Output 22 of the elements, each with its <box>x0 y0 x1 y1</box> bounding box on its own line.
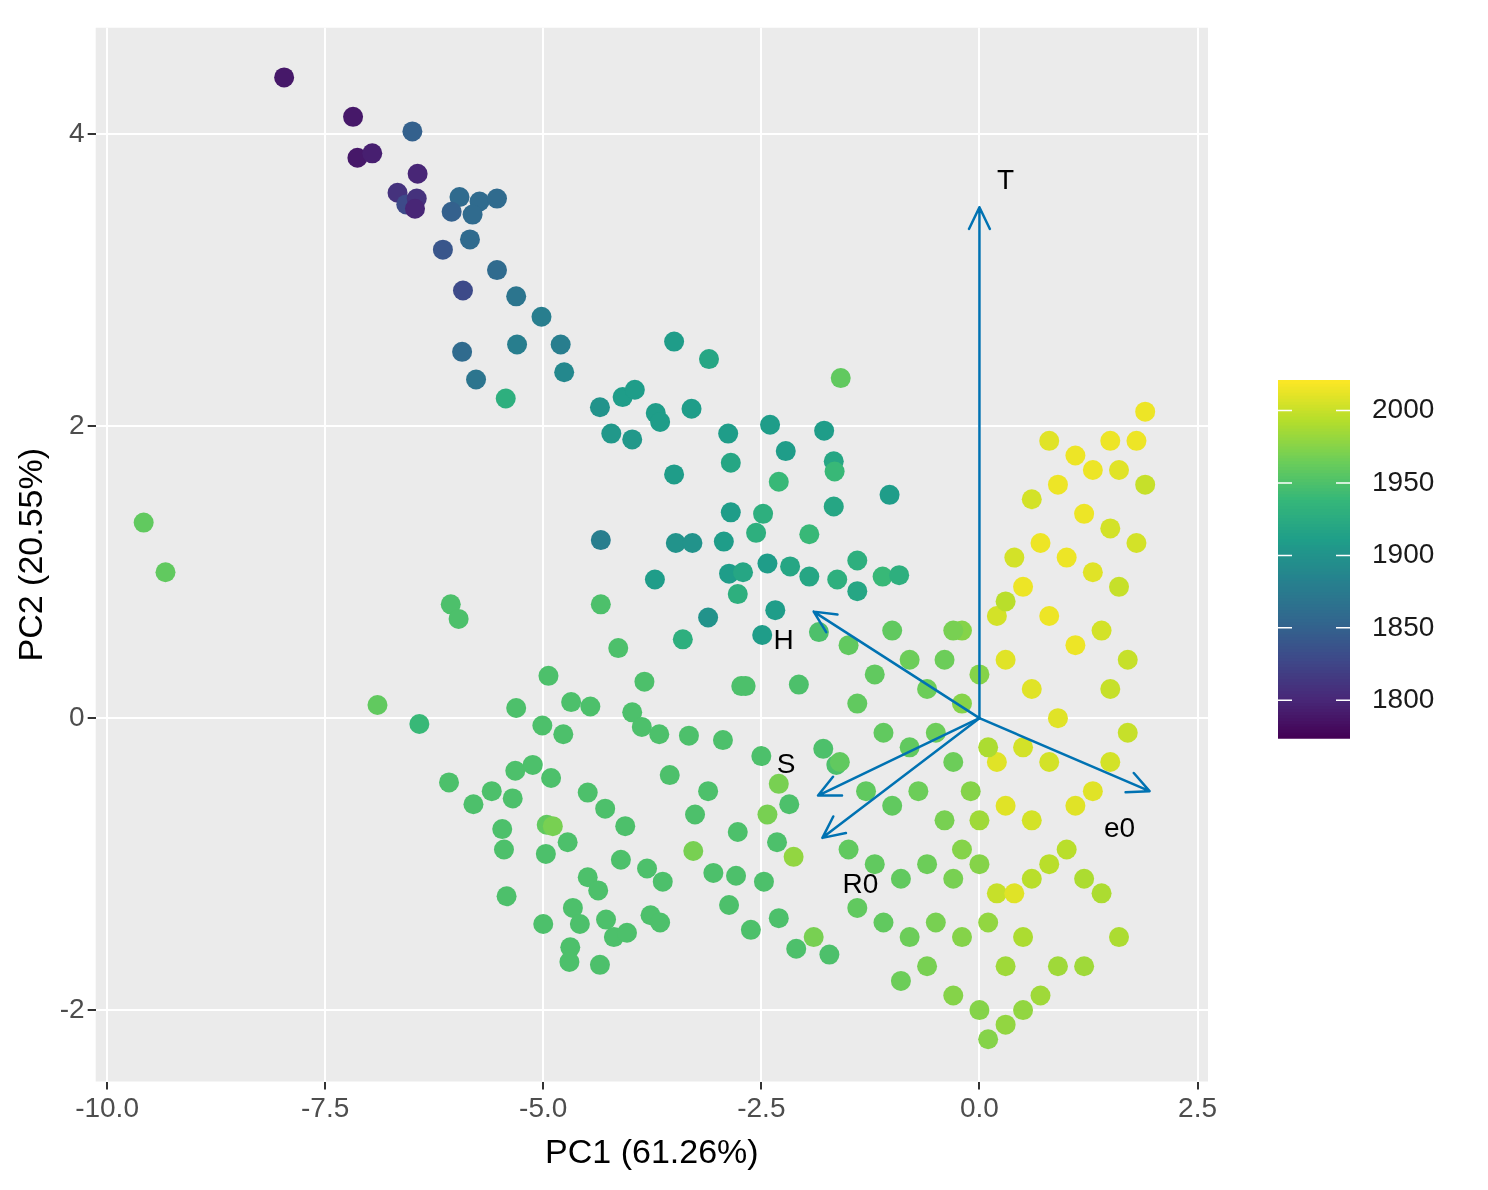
x-tick-label: 0.0 <box>959 1092 999 1124</box>
x-tick-label: -2.5 <box>737 1092 786 1124</box>
x-tick-label: 2.5 <box>1178 1092 1217 1124</box>
x-tick-label: -10.0 <box>75 1092 139 1124</box>
annotation: T <box>996 163 1014 195</box>
annotation: R0 <box>842 868 879 900</box>
annotation: e0 <box>1103 811 1136 843</box>
y-tick-label: 2 <box>69 408 85 440</box>
annotation: S <box>776 747 796 779</box>
x-axis-title: PC1 (61.26%) <box>545 1131 759 1170</box>
y-tick-label: 0 <box>69 700 85 732</box>
x-tick-label: -5.0 <box>519 1092 568 1124</box>
x-tick-label: -7.5 <box>301 1092 350 1124</box>
y-axis-title: PC2 (20.55%) <box>10 447 49 662</box>
color-bar-label: 2000 <box>1372 393 1435 425</box>
color-bar-label: 1800 <box>1372 683 1435 715</box>
color-bar-label: 1950 <box>1372 465 1435 497</box>
y-tick-label: -2 <box>59 992 85 1024</box>
annotation: H <box>773 624 794 656</box>
y-tick-label: 4 <box>69 117 85 149</box>
color-bar-label: 1900 <box>1372 538 1435 570</box>
color-bar-label: 1850 <box>1372 610 1435 642</box>
